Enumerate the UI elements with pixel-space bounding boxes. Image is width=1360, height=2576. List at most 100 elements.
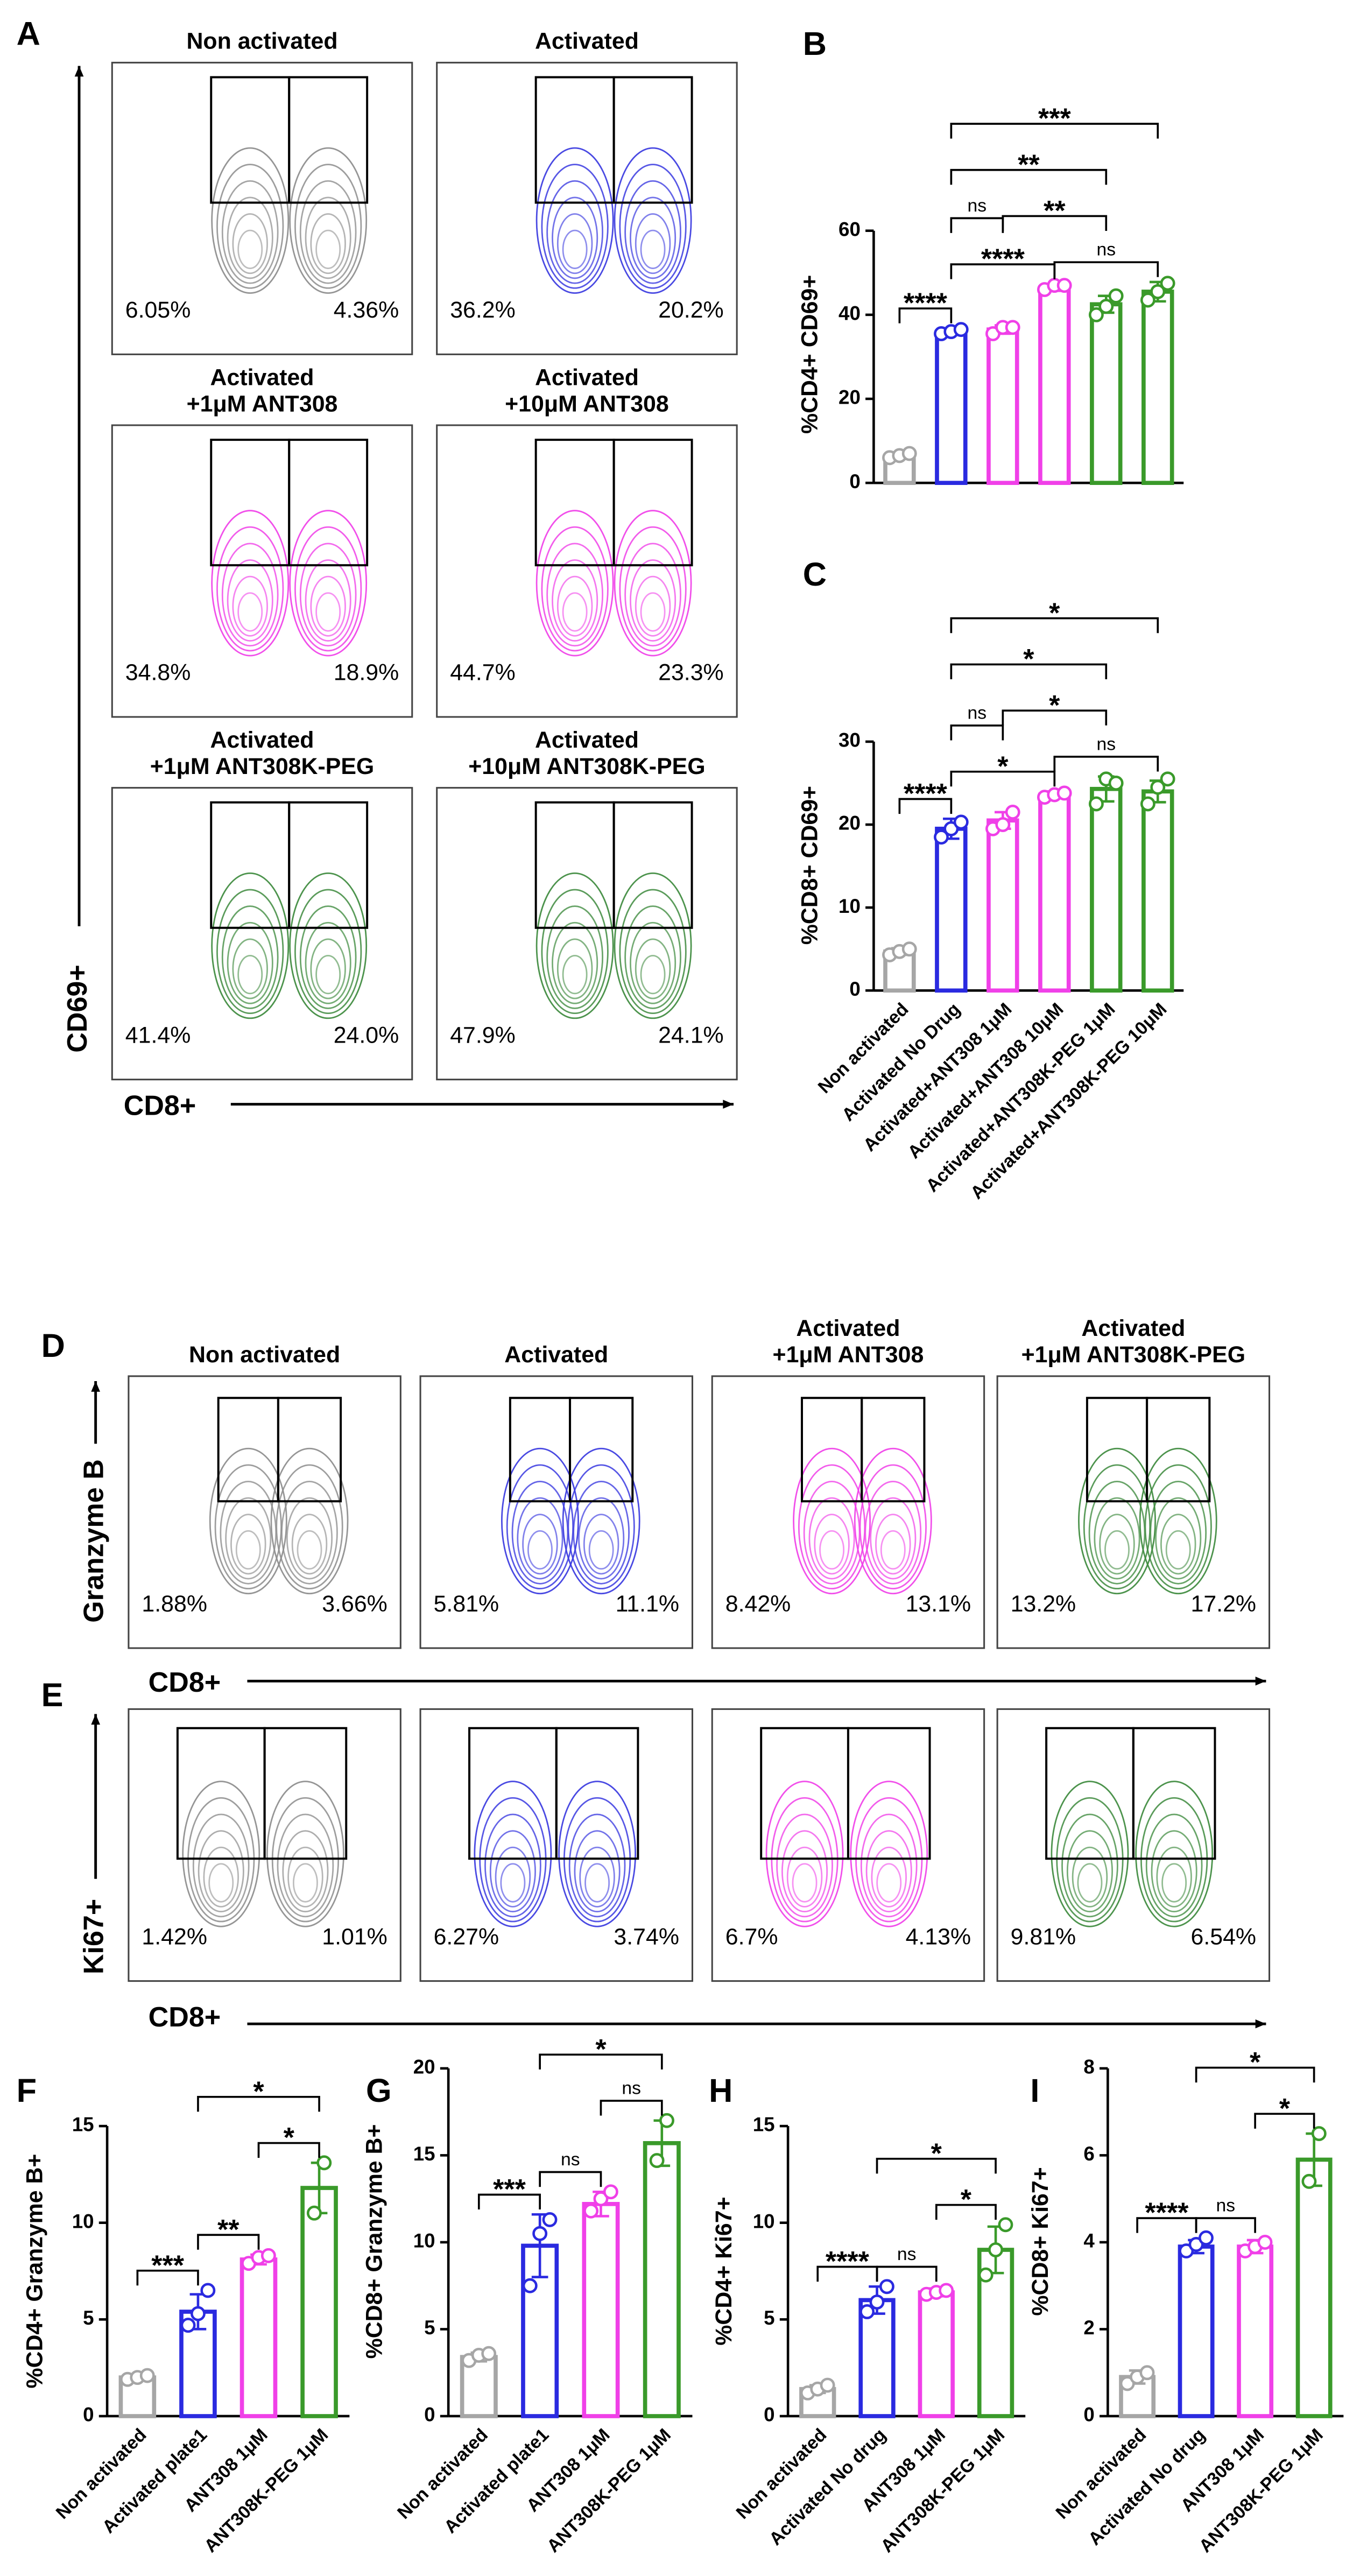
contour — [630, 559, 677, 642]
contour — [232, 575, 268, 637]
gate-percent: 18.9% — [334, 660, 399, 686]
contour — [1051, 1780, 1129, 1927]
contour — [294, 526, 362, 652]
gate-percent: 17.2% — [1190, 1591, 1256, 1617]
contour — [567, 1464, 635, 1589]
panel-letter: C — [803, 556, 827, 593]
significance-bracket — [197, 2234, 260, 2250]
gate-percent: 3.74% — [614, 1924, 679, 1949]
gate — [288, 76, 369, 204]
contour — [527, 1530, 553, 1570]
data-point — [901, 941, 917, 957]
x-axis-label: CD8+ — [149, 2002, 221, 2033]
contour — [870, 1497, 917, 1580]
arrow-head — [74, 66, 84, 77]
significance-bracket — [876, 2265, 938, 2282]
contour — [556, 213, 593, 275]
x-axis-label: CD8+ — [124, 1090, 196, 1121]
contour — [568, 1813, 626, 1918]
contour — [500, 1863, 526, 1903]
significance-label: ** — [217, 2214, 239, 2246]
gate — [277, 1397, 342, 1503]
gate-percent: 13.2% — [1011, 1591, 1076, 1617]
data-point — [953, 814, 969, 830]
title-line: Activated — [210, 365, 314, 391]
y-axis-label: %CD8+ CD69+ — [797, 786, 822, 945]
significance-label: ** — [1044, 195, 1066, 227]
data-point — [1160, 771, 1175, 787]
arrow-head — [1255, 1676, 1266, 1686]
contour — [230, 1514, 266, 1575]
contour — [1077, 1863, 1103, 1903]
significance-bracket — [950, 663, 1108, 679]
significance-bracket — [600, 2100, 663, 2116]
title-line: +10μM ANT308 — [505, 391, 669, 417]
significance-label: * — [595, 2034, 607, 2065]
significance-bracket — [1195, 2217, 1256, 2233]
contour — [227, 559, 273, 642]
significance-label: **** — [904, 288, 948, 319]
y-tick-label: 2 — [1083, 2317, 1094, 2339]
panel-letter: A — [17, 16, 40, 52]
data-point — [1257, 2235, 1273, 2250]
data-point — [1108, 288, 1124, 304]
gate — [612, 801, 693, 929]
y-tick-label: 10 — [838, 895, 861, 917]
title-line: +1μM ANT308K-PEG — [1021, 1342, 1246, 1368]
significance-bracket — [1053, 756, 1159, 772]
contour — [208, 1863, 234, 1903]
gate-percent: 44.7% — [450, 660, 516, 686]
contour — [291, 1514, 328, 1575]
data-point — [1005, 320, 1020, 335]
gate-percent: 36.2% — [450, 297, 516, 323]
contour — [221, 905, 279, 1009]
data-point — [1056, 785, 1072, 801]
contour — [776, 1813, 833, 1918]
contour — [289, 872, 368, 1019]
title-line: Non activated — [189, 1342, 340, 1368]
significance-label: * — [961, 2184, 972, 2215]
data-point — [988, 2242, 1004, 2257]
contour — [562, 955, 588, 995]
data-point — [191, 2306, 206, 2321]
data-point — [998, 2217, 1013, 2233]
contour — [209, 1447, 287, 1595]
significance-bracket — [1002, 709, 1108, 726]
significance-bracket — [950, 617, 1159, 634]
panel-title: Activated +10μM ANT308 — [505, 365, 669, 417]
contour — [1139, 1447, 1217, 1595]
contour — [562, 1447, 640, 1595]
data-point — [978, 2267, 993, 2283]
contour — [221, 180, 279, 284]
data-point — [1140, 292, 1155, 308]
title-line: Activated — [535, 727, 639, 753]
data-point — [934, 829, 949, 845]
gate-percent: 47.9% — [450, 1022, 516, 1048]
contour — [310, 213, 346, 275]
panel-letter: I — [1030, 2072, 1039, 2109]
y-tick-label: 10 — [72, 2210, 94, 2232]
contour — [299, 905, 357, 1009]
significance-label: ** — [1018, 149, 1040, 180]
panel-title: Activated +1μM ANT308K-PEG — [150, 727, 375, 779]
arrow-head — [91, 1381, 101, 1392]
y-tick-label: 0 — [849, 470, 860, 492]
arrow-head — [91, 1714, 101, 1725]
title-line: Activated — [535, 29, 639, 54]
contour — [489, 1830, 536, 1913]
contour — [1104, 1530, 1130, 1570]
contour — [237, 592, 263, 632]
panel-letter: B — [803, 25, 827, 62]
contour — [211, 147, 290, 294]
contour — [281, 1481, 338, 1585]
contour — [1155, 1497, 1202, 1580]
contour — [232, 938, 268, 1000]
contour — [227, 921, 273, 1004]
significance-label: * — [253, 2076, 264, 2107]
significance-label: **** — [981, 244, 1025, 275]
arrow-head — [723, 1100, 734, 1109]
data-point — [649, 2153, 665, 2169]
y-tick-label: 15 — [413, 2143, 435, 2165]
significance-label: * — [1279, 2093, 1291, 2124]
panel-title: Activated +1μM ANT308 — [187, 365, 338, 417]
